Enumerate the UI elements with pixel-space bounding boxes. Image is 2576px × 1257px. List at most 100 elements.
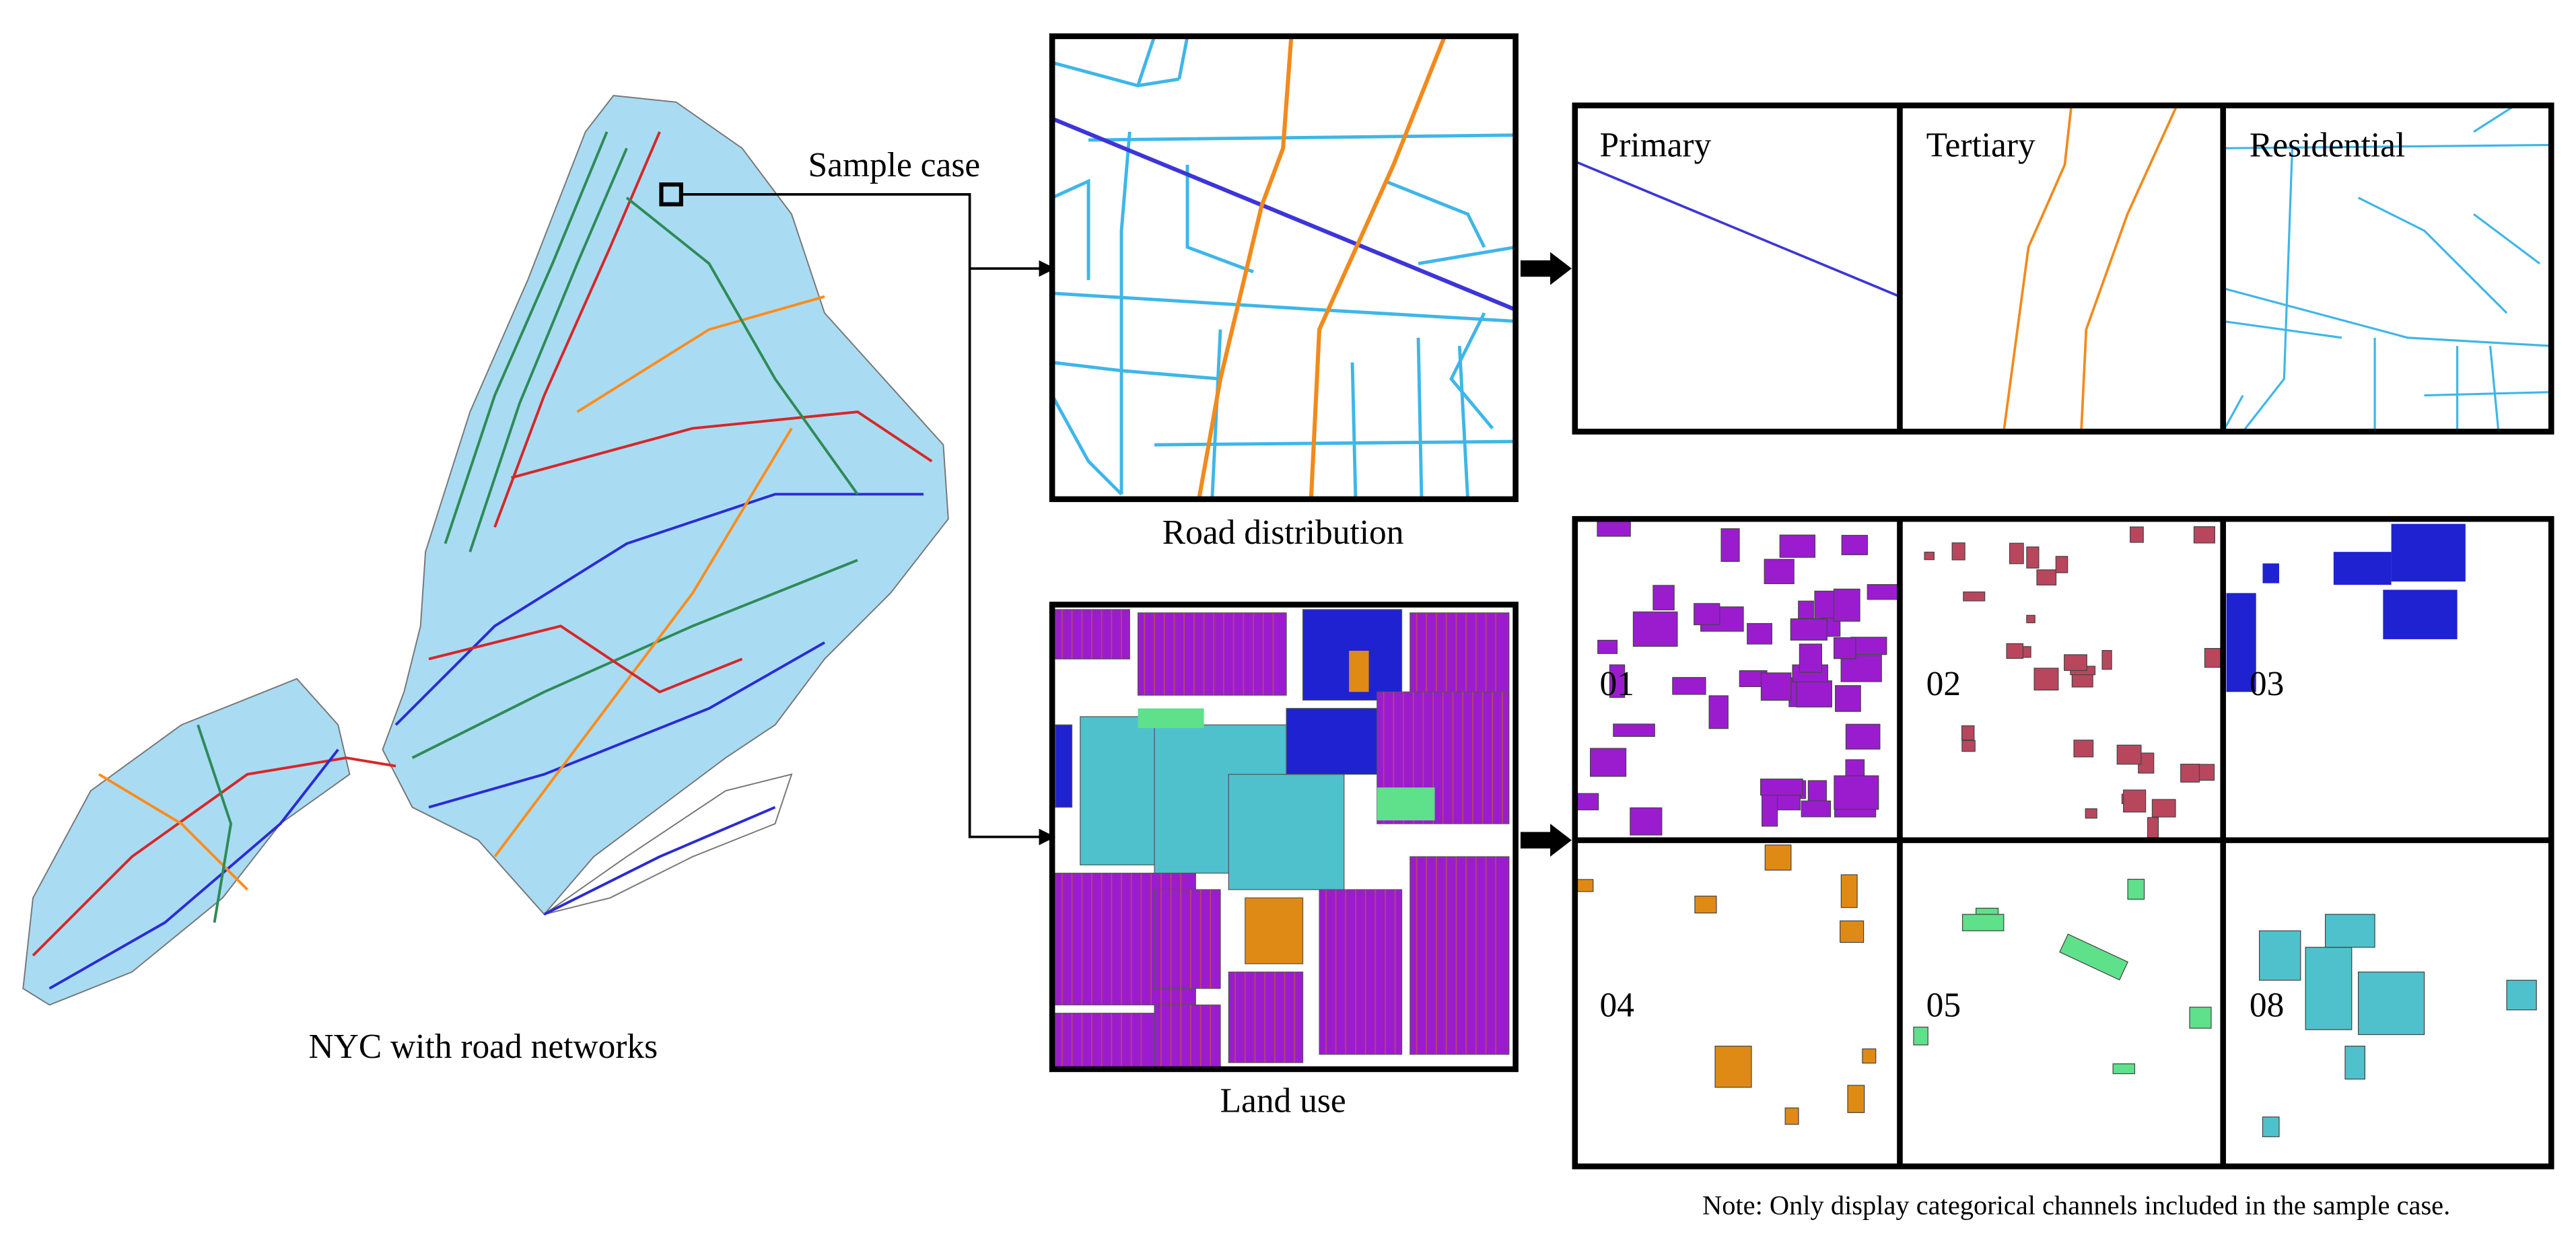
parcel — [2073, 740, 2094, 758]
parcel — [1796, 680, 1832, 708]
parcel — [2101, 650, 2112, 670]
parcel — [1961, 740, 1976, 752]
parcel — [2262, 1116, 2280, 1137]
parcel — [2333, 552, 2392, 585]
parcel — [1409, 856, 1510, 1055]
parcel — [2071, 674, 2093, 688]
parcel — [1055, 609, 1130, 659]
parcel — [1694, 603, 1720, 626]
channel-label: 03 — [2250, 665, 2284, 703]
parcel — [2026, 614, 2035, 624]
channel-label: Residential — [2250, 127, 2405, 165]
parcel — [1055, 724, 1073, 808]
parcel — [2506, 980, 2537, 1011]
parcel — [1574, 793, 1599, 811]
parcel — [1137, 612, 1287, 696]
parcel — [1833, 588, 1860, 622]
parcel — [1847, 1085, 1865, 1114]
arrow — [1520, 252, 1572, 285]
nyc-map — [22, 94, 949, 1006]
parcel — [1764, 559, 1795, 585]
parcel — [1286, 708, 1386, 775]
road-tile — [1052, 36, 1516, 499]
parcel — [1652, 585, 1675, 611]
parcel — [1841, 534, 1869, 556]
parcel — [1799, 643, 1822, 673]
parcel — [2127, 878, 2145, 900]
parcel — [2357, 971, 2425, 1036]
parcel — [1138, 708, 1204, 729]
parcel — [1590, 748, 1627, 777]
channel-grid — [1572, 515, 2554, 1170]
parcel — [1867, 584, 1902, 600]
parcel — [2226, 593, 2256, 692]
parcel — [2009, 542, 2024, 565]
parcel — [2059, 933, 2128, 981]
parcel — [1850, 637, 1887, 655]
parcel — [1319, 889, 1403, 1055]
parcel — [1862, 1048, 1877, 1064]
parcel — [1349, 651, 1369, 692]
parcel — [1840, 655, 1882, 682]
parcel — [1613, 723, 1655, 738]
channel-label: 05 — [1926, 986, 1961, 1025]
parcel — [2116, 744, 2142, 765]
parcel — [1597, 519, 1631, 537]
tile-frame — [1049, 33, 1519, 503]
road-channels — [1572, 102, 2554, 435]
parcel — [1798, 600, 1814, 619]
parcel — [2258, 930, 2301, 981]
parcel — [1840, 874, 1858, 908]
parcel — [1609, 664, 1626, 698]
land-channels — [1574, 519, 2537, 1137]
parcel — [1801, 800, 1832, 818]
parcel — [2180, 763, 2200, 783]
parcel — [1228, 971, 1304, 1063]
parcel — [1760, 779, 1803, 796]
parcel — [1672, 677, 1706, 695]
parcel — [1747, 622, 1772, 645]
parcel — [1845, 723, 1881, 750]
channel-label: Tertiary — [1926, 127, 2035, 165]
parcel — [2033, 668, 2059, 691]
parcel — [2305, 947, 2353, 1030]
parcel — [1760, 672, 1792, 701]
parcel — [1714, 1046, 1752, 1088]
parcel — [2262, 563, 2279, 583]
parcel — [1951, 542, 1965, 561]
parcel — [1154, 1004, 1221, 1069]
parcel — [2147, 817, 2159, 839]
parcel — [1834, 775, 1879, 810]
parcel — [2055, 556, 2068, 573]
parcel — [1840, 920, 1865, 943]
parcel — [1055, 1013, 1155, 1069]
parcel — [1833, 637, 1856, 659]
parcel — [1963, 591, 1986, 602]
parcel — [1924, 551, 1935, 561]
parcel — [1764, 845, 1792, 871]
parcel — [2112, 1063, 2136, 1075]
parcel — [1961, 914, 2005, 931]
channel-label: Primary — [1600, 127, 1712, 165]
parcel — [1694, 896, 1717, 914]
parcel — [2189, 1007, 2212, 1029]
parcel — [2391, 524, 2466, 582]
channel-label: 04 — [1600, 986, 1634, 1025]
parcel — [1597, 639, 1618, 654]
parcel — [1708, 695, 1729, 729]
note: Note: Only display categorical channels … — [1702, 1190, 2450, 1220]
parcel — [1632, 611, 1678, 647]
parcel — [2130, 526, 2144, 543]
road-caption: Road distribution — [1162, 513, 1404, 552]
parcel — [2344, 1046, 2366, 1080]
parcel — [1961, 725, 1975, 741]
channel-label: 02 — [1926, 665, 1961, 703]
parcel — [2085, 808, 2097, 819]
arrow — [1520, 824, 1572, 857]
parcel — [1377, 787, 1435, 821]
parcel — [1630, 807, 1663, 836]
tile-frame — [1049, 602, 1519, 1073]
parcel — [1245, 897, 1304, 964]
parcel — [2064, 654, 2087, 671]
